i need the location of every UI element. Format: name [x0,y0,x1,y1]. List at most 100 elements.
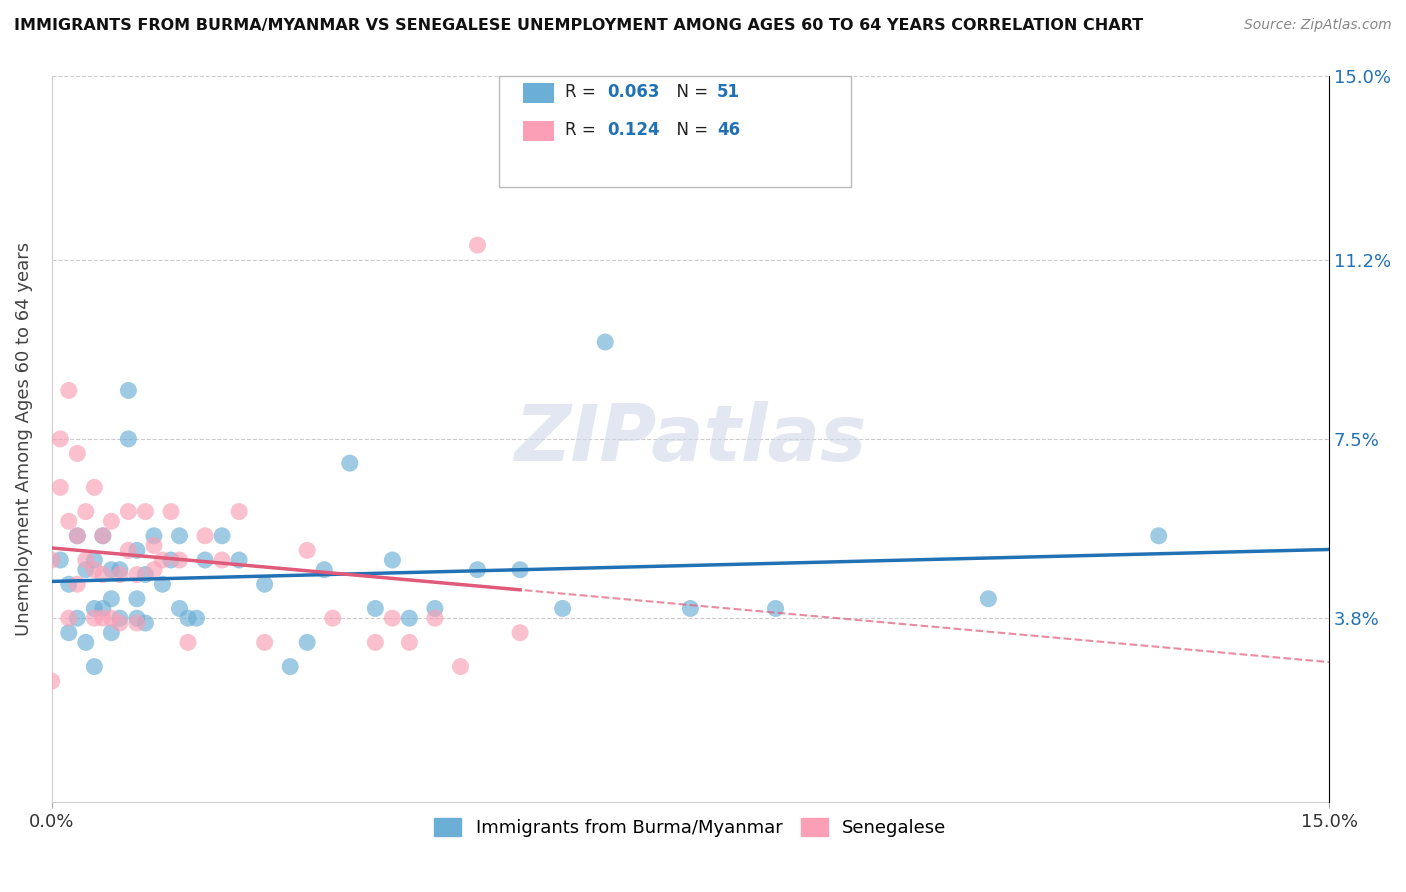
Point [100,514,122,528]
Text: 0.063: 0.063 [607,83,659,101]
Point [75,563,97,577]
Point [253,577,276,591]
Point [134,505,156,519]
Point [142,539,165,553]
Point [125,615,148,630]
Point [58,577,80,591]
Point [83,553,105,567]
Point [398,635,420,649]
Point [977,591,1000,606]
Point [58,611,80,625]
Point [108,615,131,630]
Point [66,529,89,543]
Point [100,611,122,625]
Point [467,238,489,252]
Point [364,635,387,649]
Point [381,553,404,567]
Point [66,446,89,460]
Point [91,611,114,625]
Point [314,563,336,577]
Point [679,601,702,615]
Point [450,659,472,673]
Point [58,514,80,528]
Point [142,529,165,543]
Point [83,601,105,615]
Point [211,529,233,543]
Point [398,611,420,625]
Point [509,563,531,577]
Point [295,543,318,558]
Point [108,611,131,625]
Point [41,553,63,567]
Text: N =: N = [666,83,714,101]
Point [322,611,344,625]
Point [381,611,404,625]
Point [152,577,174,591]
Point [177,635,200,649]
Point [91,567,114,582]
Point [125,611,148,625]
Point [551,601,574,615]
Point [295,635,318,649]
Point [66,529,89,543]
Text: 51: 51 [717,83,740,101]
Point [117,505,139,519]
Point [228,553,250,567]
Point [108,563,131,577]
Point [83,563,105,577]
Point [364,601,387,615]
Point [160,553,183,567]
Point [765,601,787,615]
Point [423,611,446,625]
Point [186,611,208,625]
Point [593,334,616,349]
Text: N =: N = [666,121,714,139]
Point [423,601,446,615]
Point [339,456,361,470]
Text: Source: ZipAtlas.com: Source: ZipAtlas.com [1244,18,1392,32]
Text: ZIPatlas: ZIPatlas [515,401,866,477]
Point [41,674,63,689]
Point [49,480,72,494]
Point [117,384,139,398]
Point [125,543,148,558]
Point [169,529,191,543]
Point [194,553,217,567]
Point [211,553,233,567]
Point [169,553,191,567]
Text: 0.124: 0.124 [607,121,659,139]
Point [134,615,156,630]
Point [100,591,122,606]
Point [83,611,105,625]
Point [91,529,114,543]
Point [1147,529,1170,543]
Point [108,567,131,582]
Point [467,563,489,577]
Point [142,563,165,577]
Point [75,505,97,519]
Point [160,505,183,519]
Point [91,601,114,615]
Point [117,432,139,446]
Point [117,543,139,558]
Y-axis label: Unemployment Among Ages 60 to 64 years: Unemployment Among Ages 60 to 64 years [15,242,32,636]
Point [100,625,122,640]
Text: 46: 46 [717,121,740,139]
Point [177,611,200,625]
Point [66,611,89,625]
Point [509,625,531,640]
Text: R =: R = [565,121,602,139]
Point [125,567,148,582]
Point [75,635,97,649]
Point [66,577,89,591]
Text: IMMIGRANTS FROM BURMA/MYANMAR VS SENEGALESE UNEMPLOYMENT AMONG AGES 60 TO 64 YEA: IMMIGRANTS FROM BURMA/MYANMAR VS SENEGAL… [14,18,1143,33]
Text: R =: R = [565,83,602,101]
Point [91,529,114,543]
Point [125,591,148,606]
Point [278,659,301,673]
Point [228,505,250,519]
Point [152,553,174,567]
Point [58,625,80,640]
Point [83,659,105,673]
Point [194,529,217,543]
